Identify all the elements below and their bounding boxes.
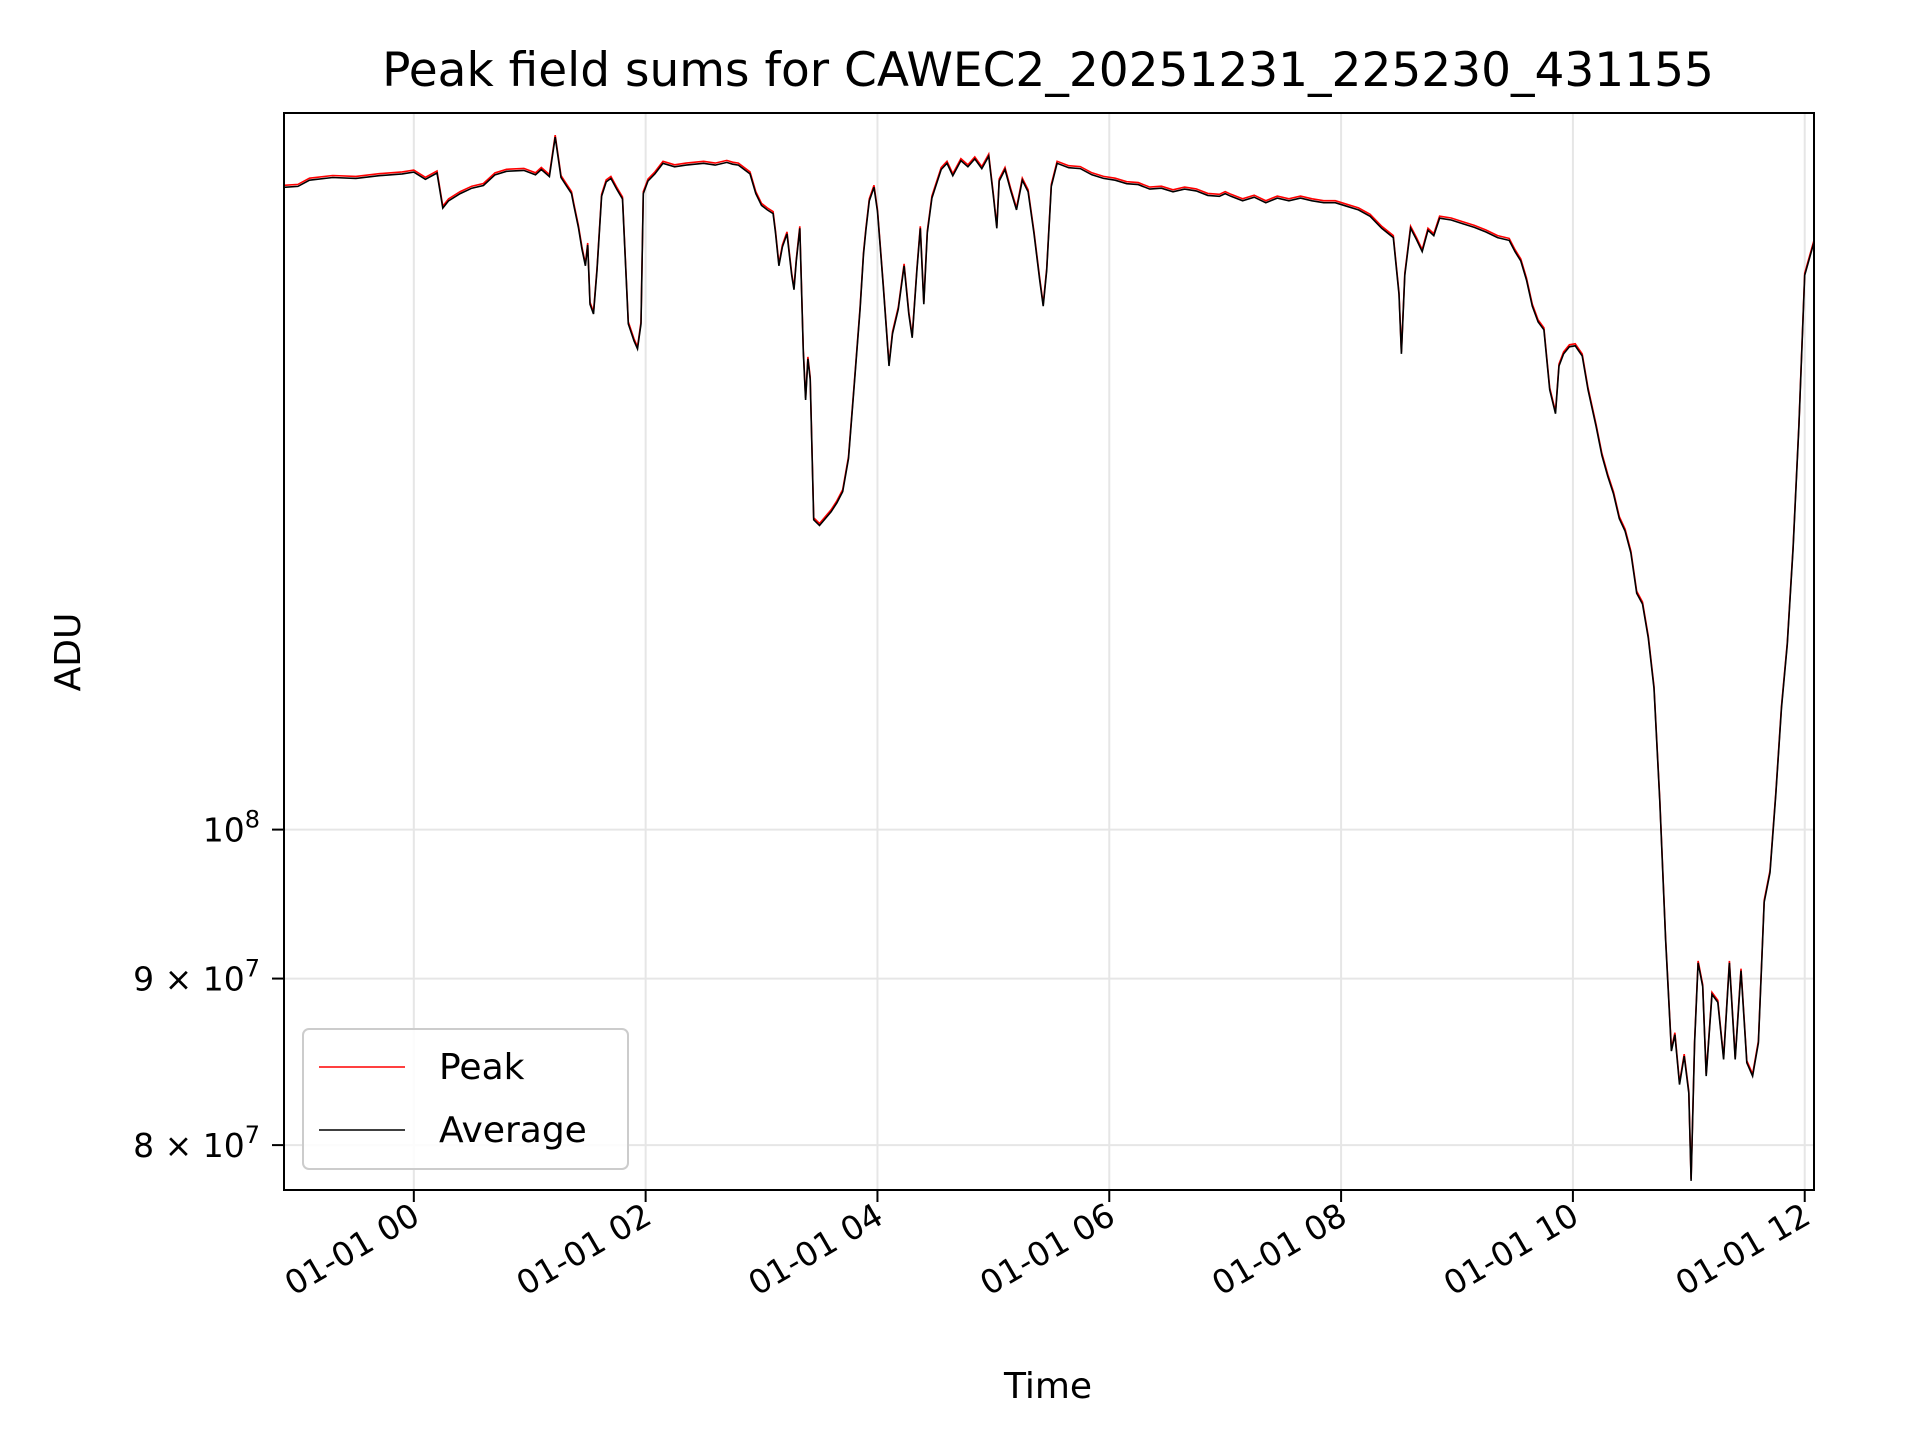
plot-frame <box>283 112 1815 1191</box>
x-axis-label: Time <box>1003 1366 1092 1407</box>
legend: Peak Average <box>302 1028 629 1170</box>
y-tick-base: 10 <box>203 811 245 850</box>
y-tick-label: 8 × 107 <box>133 1121 260 1165</box>
legend-box <box>302 1028 629 1170</box>
y-tick-exponent: 7 <box>245 1121 260 1149</box>
y-tick-label: 9 × 107 <box>133 955 260 999</box>
chart-title: Peak field sums for CAWEC2_20251231_2252… <box>382 43 1714 98</box>
legend-label-peak: Peak <box>439 1047 525 1088</box>
series-layer <box>283 134 1815 1181</box>
y-axis-label: ADU <box>48 613 89 692</box>
y-tick-exponent: 8 <box>245 806 260 834</box>
y-tick-base: 8 × 10 <box>133 1126 245 1165</box>
y-tick-base: 9 × 10 <box>133 960 245 999</box>
legend-label-average: Average <box>439 1110 587 1151</box>
series-line-average <box>283 136 1815 1181</box>
y-tick-exponent: 7 <box>245 955 260 983</box>
y-tick-label: 108 <box>203 806 260 850</box>
